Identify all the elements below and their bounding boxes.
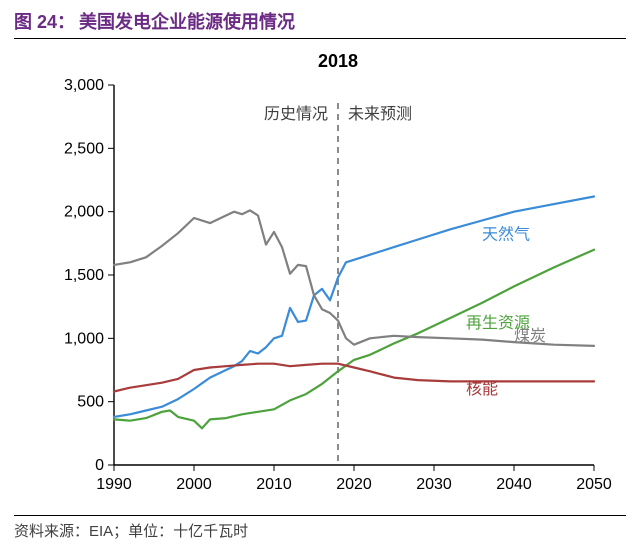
x-tick-label: 2030 — [416, 476, 452, 493]
series-label-natural_gas: 天然气 — [482, 226, 530, 244]
x-tick-label: 2020 — [336, 476, 372, 493]
y-tick-label: 500 — [77, 394, 104, 411]
chart-subtitle: 2018 — [318, 51, 358, 71]
figure-header: 图 24： 美国发电企业能源使用情况 — [14, 8, 626, 39]
line-chart: 2018 0 500 1,000 1,500 2,000 2,500 3,000 1990 200… — [14, 45, 626, 505]
figure-number: 图 24： — [14, 8, 75, 34]
figure-footer: 资料来源：EIA；单位：十亿千瓦时 — [14, 515, 626, 541]
y-tick-label: 0 — [95, 457, 104, 474]
figure-container: 图 24： 美国发电企业能源使用情况 2018 0 500 1,000 1,500 2,0… — [0, 0, 640, 555]
series-nuclear — [114, 364, 594, 392]
source-text: 资料来源：EIA；单位：十亿千瓦时 — [14, 523, 248, 540]
y-tick-label: 2,500 — [64, 140, 104, 157]
y-tick-label: 1,500 — [64, 267, 104, 284]
figure-title: 美国发电企业能源使用情况 — [79, 8, 295, 34]
x-tick-label: 1990 — [96, 476, 132, 493]
x-tick-label: 2050 — [576, 476, 612, 493]
y-tick-label: 1,000 — [64, 330, 104, 347]
x-tick-label: 2000 — [176, 476, 212, 493]
history-label: 历史情况 — [264, 105, 328, 123]
chart-area: 2018 0 500 1,000 1,500 2,000 2,500 3,000 1990 200… — [14, 45, 626, 515]
y-tick-label: 3,000 — [64, 77, 104, 94]
x-tick-label: 2010 — [256, 476, 292, 493]
y-tick-label: 2,000 — [64, 204, 104, 221]
series-label-nuclear: 核能 — [466, 380, 498, 398]
series-label-coal: 煤炭 — [514, 327, 546, 345]
x-tick-label: 2040 — [496, 476, 532, 493]
forecast-label: 未来预测 — [348, 105, 412, 123]
